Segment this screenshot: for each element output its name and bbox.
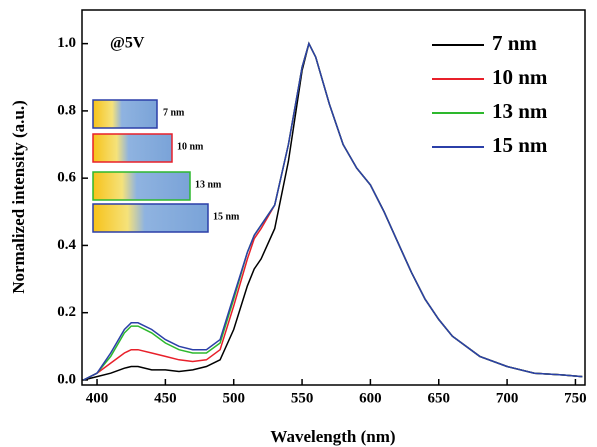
inset-diagram [92,99,158,129]
x-tick-label: 500 [222,390,245,406]
inset-label: 7 nm [163,107,185,118]
x-tick-label: 550 [291,390,314,406]
inset-label: 10 nm [177,141,204,152]
inset-label: 13 nm [195,179,222,190]
series-line [83,41,583,381]
legend-label: 15 nm [492,133,548,157]
y-tick-label: 1.0 [57,35,76,51]
legend-label: 13 nm [492,99,548,123]
y-tick-label: 0.6 [57,170,76,186]
x-tick-label: 750 [564,390,587,406]
inset-diagram [92,171,191,201]
inset-diagram [92,203,209,233]
annotation: @5V [110,35,145,52]
x-tick-label: 700 [496,390,519,406]
x-tick-label: 650 [427,390,450,406]
x-tick-label: 400 [86,390,109,406]
inset-label: 15 nm [213,211,240,222]
x-tick-label: 600 [359,390,382,406]
plot-frame [81,9,586,386]
y-tick-label: 0.0 [57,371,76,387]
legend-label: 10 nm [492,65,548,89]
insets: 7 nm 10 nm 13 nm 15 nm [92,99,240,233]
x-axis-title: Wavelength (nm) [270,427,395,446]
y-tick-label: 0.4 [57,237,76,253]
legend-label: 7 nm [492,31,537,55]
y-tick-label: 0.8 [57,102,76,118]
inset-diagram [92,133,173,163]
x-tick-label: 450 [154,390,177,406]
y-tick-label: 0.2 [57,304,76,320]
y-axis-title: Normalized intensity (a.u.) [9,100,28,294]
